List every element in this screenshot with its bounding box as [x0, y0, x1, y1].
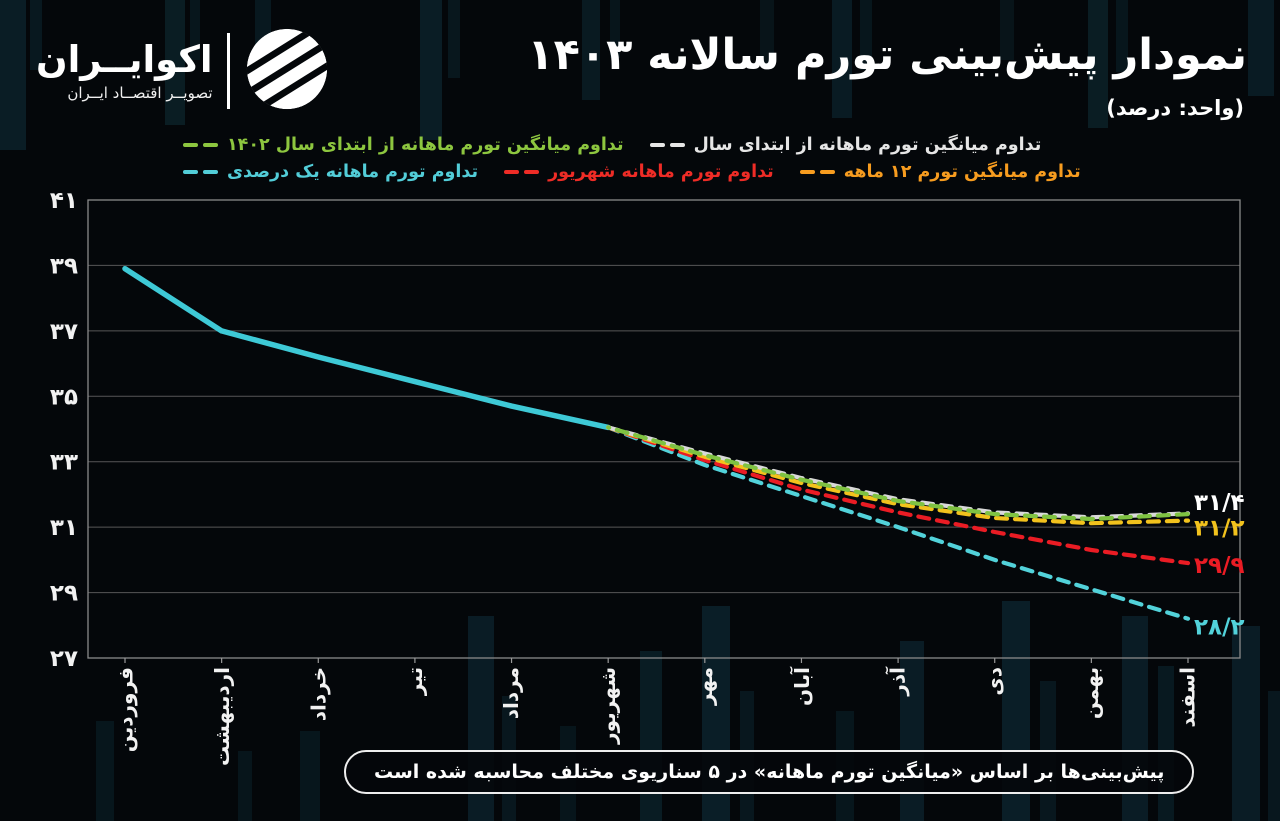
background-bar [420, 0, 442, 140]
x-axis-label-month: آذر [886, 667, 911, 696]
legend-label: تداوم تورم ماهانه شهریور [548, 162, 774, 182]
y-tick-label: ۲۹ [50, 581, 78, 607]
background-bar [448, 0, 460, 78]
ecoiran-logo: اکوایــران تصویــر اقتصــاد ایــران [36, 26, 330, 116]
x-axis-label-month: بهمن [1079, 667, 1104, 720]
series-line [606, 425, 1191, 522]
x-axis-label-month: اسفند [1176, 667, 1200, 728]
x-axis-label-month: آبان [789, 667, 814, 706]
y-tick-label: ۳۵ [50, 384, 78, 410]
background-bar [1248, 0, 1274, 96]
x-axis-label-month: خرداد [306, 667, 331, 722]
series-line [606, 425, 1191, 621]
legend-row-1: تداوم میانگین تورم ماهانه از ابتدای سال … [183, 135, 1081, 155]
legend-dash-marker [183, 170, 218, 174]
y-tick-label: ۳۱ [50, 515, 78, 541]
series-line [606, 425, 1191, 520]
logo-separator-bar [226, 33, 230, 109]
legend-row-2: تداوم تورم ماهانه یک درصدی تداوم تورم ماه… [183, 162, 1081, 182]
logo-tagline: تصویــر اقتصــاد ایــران [67, 83, 213, 102]
legend-label: تداوم میانگین تورم ۱۲ ماهه [843, 162, 1081, 182]
background-bar [0, 0, 26, 150]
legend-item-scenario_shahrivar: تداوم تورم ماهانه شهریور [504, 162, 774, 182]
background-bar [165, 0, 185, 125]
background-bar [96, 721, 114, 821]
legend-dash-marker [649, 143, 685, 147]
plot-border [87, 199, 1241, 659]
background-bar [238, 751, 252, 821]
x-axis-label-month: تیر [402, 667, 427, 696]
background-bar [860, 0, 872, 70]
y-tick-label: ۲۷ [50, 646, 78, 672]
legend-item-scenario_1402: تداوم میانگین تورم ماهانه از ابتدای سال … [183, 135, 624, 155]
x-axis-label-month: مهر [692, 667, 717, 706]
series-line [606, 425, 1191, 566]
x-axis-label-month: شهریور [596, 667, 621, 744]
legend-label: تداوم میانگین تورم ماهانه از ابتدای سال [693, 135, 1042, 155]
x-axis-label-month: مرداد [499, 667, 524, 720]
legend-item-scenario_current_year: تداوم میانگین تورم ماهانه از ابتدای سال [649, 135, 1042, 155]
background-bar [300, 731, 320, 821]
page-title: نمودار پیش‌بینی تورم سالانه ۱۴۰۳ [527, 30, 1247, 80]
x-axis-label-month: فروردین [113, 667, 137, 753]
legend-item-scenario_1percent: تداوم تورم ماهانه یک درصدی [183, 162, 478, 182]
y-tick-label: ۴۱ [50, 188, 78, 214]
background-bar [582, 0, 600, 100]
background-bar [1268, 691, 1280, 821]
ecoiran-emblem-icon [244, 26, 330, 116]
series-end-value-label: ۲۸/۲ [1194, 615, 1245, 641]
background-bar [1088, 0, 1108, 128]
legend-dash-marker [183, 143, 218, 147]
series-end-value-label: ۳۱/۴ [1194, 490, 1245, 516]
y-tick-label: ۳۹ [50, 253, 78, 279]
background-bar [190, 0, 200, 60]
x-axis-label-month: اردیبهشت [209, 667, 234, 767]
logo-brand-name: اکوایــران [36, 38, 213, 82]
background-bar [1000, 0, 1014, 60]
background-bar [610, 0, 620, 58]
legend-dash-marker [504, 170, 540, 174]
chart-legend: تداوم میانگین تورم ماهانه از ابتدای سال … [183, 135, 1081, 189]
x-axis-label-month: دی [982, 667, 1007, 696]
legend-dash-marker [799, 170, 835, 174]
series-line [606, 425, 1191, 526]
legend-label: تداوم تورم ماهانه یک درصدی [227, 162, 479, 182]
unit-note: (واحد: درصد) [1106, 96, 1244, 120]
y-tick-label: ۳۷ [50, 319, 78, 345]
series-line [122, 265, 611, 431]
y-tick-label: ۳۳ [50, 450, 78, 476]
background-bar [30, 0, 42, 70]
legend-item-scenario_12month: تداوم میانگین تورم ۱۲ ماهه [799, 162, 1081, 182]
background-bar [760, 0, 774, 66]
background-bar [832, 0, 852, 118]
logo-text-block: اکوایــران تصویــر اقتصــاد ایــران [36, 38, 213, 102]
footer-note: پیش‌بینی‌ها بر اساس «میانگین تورم ماهانه… [344, 750, 1195, 794]
background-bar [1116, 0, 1128, 72]
series-end-value-label: ۳۱/۲ [1194, 516, 1245, 542]
legend-label: تداوم میانگین تورم ماهانه از ابتدای سال … [227, 135, 624, 155]
series-end-value-label: ۲۹/۹ [1194, 553, 1245, 579]
